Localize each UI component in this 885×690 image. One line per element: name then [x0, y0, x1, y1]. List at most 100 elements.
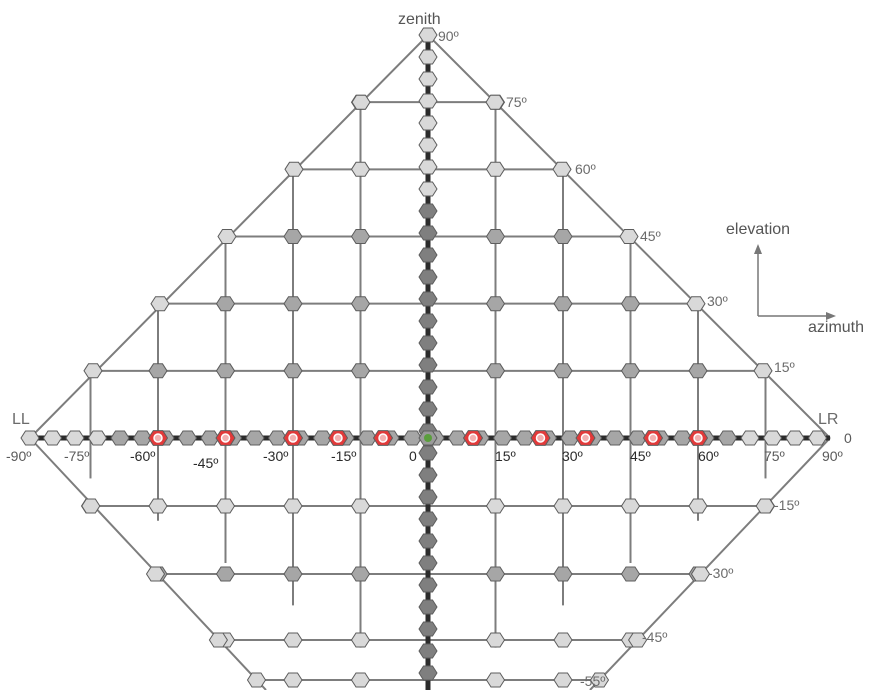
azimuth-label-90: 90º: [822, 448, 843, 464]
azimuth-label-m30: -30º: [263, 448, 288, 464]
azimuth-label-m45: -45º: [193, 455, 218, 471]
azimuth-label-m75: -75º: [64, 448, 89, 464]
grid-node: [553, 566, 573, 582]
zenith-label: zenith: [398, 11, 441, 28]
elevation-axis-node: [418, 181, 438, 197]
azimuth-axis-node: [672, 430, 693, 446]
azimuth-axis-node: [762, 430, 783, 446]
grid-node: [350, 672, 371, 688]
grid-node: [688, 498, 708, 514]
azimuth-label-15: 15º: [495, 448, 516, 464]
outline-lower-right: [589, 437, 831, 690]
grid-node: [485, 566, 506, 582]
grid-node: [553, 229, 573, 244]
azimuth-label-0: 0: [409, 448, 417, 464]
grid-node: [553, 498, 573, 514]
azimuth-axis-node: [402, 430, 423, 446]
speaker-nodes: [20, 27, 828, 688]
elevation-label-m15: -15º: [774, 497, 799, 513]
grid-node: [148, 363, 168, 379]
azimuth-axis-node: [447, 430, 468, 446]
grid-node: [283, 632, 303, 648]
elevation-axis-label: elevation: [726, 221, 790, 238]
grid-node: [553, 296, 573, 312]
elevation-axis-node: [418, 137, 438, 153]
active-speaker-center: [693, 433, 703, 443]
elevation-axis-node: [418, 533, 438, 549]
lr-label: LR: [818, 411, 838, 428]
azimuth-axis-node: [110, 430, 130, 446]
azimuth-axis-node: [605, 430, 625, 446]
elevation-axis-node: [418, 49, 438, 65]
elevation-label-15: 15º: [774, 359, 795, 375]
azimuth-label-30: 30º: [562, 448, 583, 464]
outline-node: [589, 672, 610, 688]
elevation-axis-node: [418, 115, 438, 131]
grid-node: [485, 632, 506, 648]
azimuth-label-m60: -60º: [130, 448, 155, 464]
grid-node: [485, 498, 506, 514]
azimuth-axis-node: [132, 430, 153, 446]
lr-zero-label: 0: [844, 430, 852, 446]
grid-node: [283, 672, 303, 688]
ll-label: LL: [12, 411, 30, 428]
grid-node: [688, 363, 708, 379]
elevation-axis-node: [418, 71, 438, 87]
azimuth-label-m90: -90º: [6, 448, 31, 464]
outline-node: [150, 296, 170, 312]
elevation-axis-node: [418, 203, 438, 219]
outline-node: [686, 296, 706, 312]
elevation-axis-node: [418, 621, 438, 637]
elevation-axis-node: [418, 291, 438, 307]
azimuth-axis-node: [20, 430, 40, 446]
outline-node: [81, 498, 101, 514]
labels: zenith LL LR 0 elevation azimuth 90º 75º…: [6, 11, 864, 689]
elevation-axis-node: [418, 665, 438, 681]
elevation-axis-node: [418, 467, 438, 483]
grid-node: [350, 363, 371, 379]
grid-node: [620, 296, 641, 312]
elevation-axis-node: [418, 511, 438, 527]
active-speaker-center: [333, 433, 343, 443]
grid-node: [485, 229, 506, 244]
grid-node: [620, 498, 641, 514]
outline-node: [284, 161, 304, 177]
azimuth-axis-node: [267, 430, 288, 446]
active-speaker-center: [648, 433, 658, 443]
outline-node: [755, 498, 775, 514]
azimuth-axis-node: [717, 430, 738, 446]
azimuth-axis-node: [785, 430, 805, 446]
azimuth-axis-node: [312, 430, 333, 446]
elevation-axis-node: [418, 27, 438, 43]
grid-node: [283, 498, 303, 514]
elevation-axis-node: [418, 225, 438, 241]
elevation-axis-node: [418, 445, 438, 461]
azimuth-label-60: 60º: [698, 448, 719, 464]
elevation-axis-node: [418, 577, 438, 593]
grid-node: [485, 161, 506, 177]
outline-node: [485, 94, 505, 110]
azimuth-label-m15: -15º: [331, 448, 356, 464]
grid-node: [215, 566, 236, 582]
azimuth-axis-label: azimuth: [808, 319, 864, 336]
grid-node: [283, 363, 303, 379]
azimuth-axis-node: [87, 430, 108, 446]
elevation-axis-node: [418, 643, 438, 659]
elevation-label-45: 45º: [640, 228, 661, 244]
outline-node: [83, 363, 103, 379]
grid-node: [350, 296, 371, 312]
grid-node: [553, 632, 573, 648]
azimuth-axis-node: [357, 430, 378, 446]
azimuth-axis-node: [42, 430, 63, 446]
grid-node: [485, 672, 506, 688]
azimuth-axis-node: [245, 430, 265, 446]
azimuth-label-45: 45º: [630, 448, 651, 464]
elevation-label-75: 75º: [506, 94, 527, 110]
grid-node: [148, 498, 168, 514]
azimuth-axis-node: [515, 430, 535, 446]
azimuth-label-75: 75º: [764, 448, 785, 464]
grid-node: [350, 161, 371, 177]
grid-node: [485, 363, 506, 379]
grid-node: [215, 363, 236, 379]
